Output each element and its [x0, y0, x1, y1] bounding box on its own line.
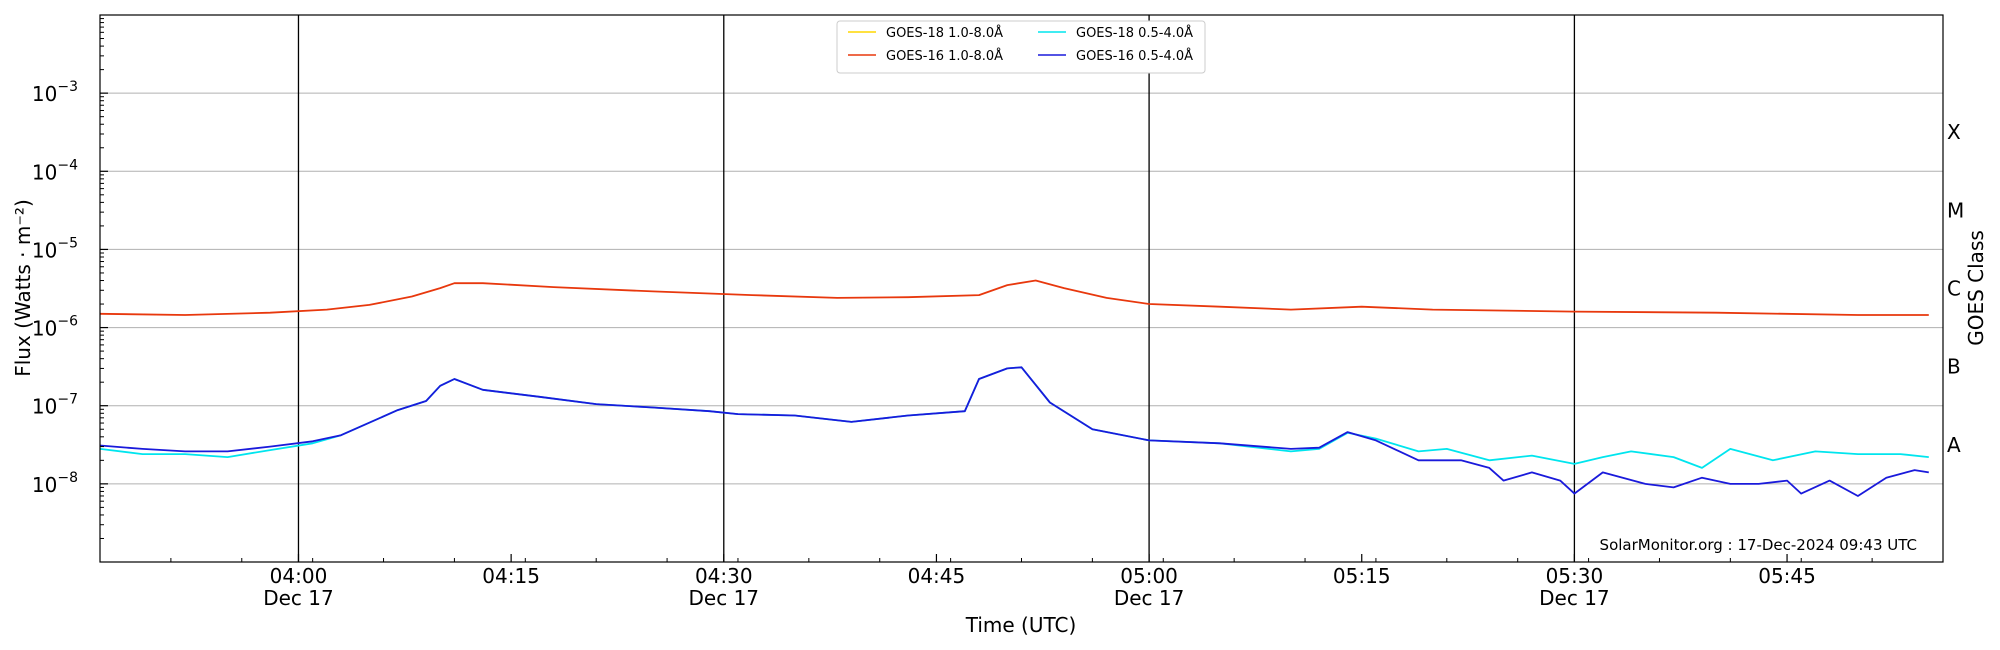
x-tick-date-6: Dec 17 [1539, 586, 1610, 610]
credit-text: SolarMonitor.org : 17-Dec-2024 09:43 UTC [1600, 536, 1917, 554]
x-tick-label-4: 05:00 [1120, 564, 1178, 588]
series-line-2 [99, 279, 1929, 316]
x-tick-label-6: 05:30 [1546, 564, 1604, 588]
y-tick-label-0: 10−8 [32, 470, 78, 497]
y-tick-label-3: 10−5 [32, 235, 78, 262]
flux-series [99, 279, 1929, 497]
goes-class-B: B [1947, 355, 1961, 379]
goes-class-A: A [1947, 433, 1961, 457]
legend-label-1: GOES-18 0.5-4.0Å [1076, 25, 1193, 41]
goes-class-labels: A B C M X [1947, 120, 1964, 457]
legend-label-3: GOES-16 0.5-4.0Å [1076, 48, 1193, 64]
horizontal-gridlines [100, 92, 1943, 485]
y-tick-label-2: 10−6 [32, 314, 78, 341]
legend-label-0: GOES-18 1.0-8.0Å [886, 25, 1003, 41]
x-tick-label-0: 04:00 [270, 564, 328, 588]
x-axis-title: Time (UTC) [965, 613, 1077, 637]
x-tick-label-2: 04:30 [695, 564, 753, 588]
x-tick-date-0: Dec 17 [263, 586, 334, 610]
y-axis-title: Flux (Watts · m⁻²) [11, 199, 35, 377]
x-tick-label-5: 05:15 [1333, 564, 1391, 588]
x-tick-label-7: 05:45 [1758, 564, 1816, 588]
y-tick-label-1: 10−7 [32, 392, 78, 419]
goes-class-C: C [1947, 277, 1961, 301]
x-tick-date-2: Dec 17 [689, 586, 760, 610]
y-tick-label-4: 10−4 [32, 157, 78, 184]
goes-class-axis-title: GOES Class [1964, 230, 1988, 346]
x-tick-date-4: Dec 17 [1114, 586, 1185, 610]
y-tick-label-5: 10−3 [32, 79, 78, 106]
series-line-3 [99, 366, 1929, 497]
goes-class-M: M [1947, 198, 1964, 222]
legend: GOES-18 1.0-8.0Å GOES-18 0.5-4.0Å GOES-16 … [836, 20, 1206, 74]
x-tick-label-3: 04:45 [908, 564, 966, 588]
day-vertical-lines [297, 15, 1576, 562]
legend-label-2: GOES-16 1.0-8.0Å [886, 48, 1003, 64]
x-tick-label-1: 04:15 [482, 564, 540, 588]
y-axis-ticks: 10−8 10−7 10−6 10−5 10−4 10−3 [32, 18, 108, 539]
legend-box [836, 20, 1206, 74]
goes-class-X: X [1947, 120, 1961, 144]
